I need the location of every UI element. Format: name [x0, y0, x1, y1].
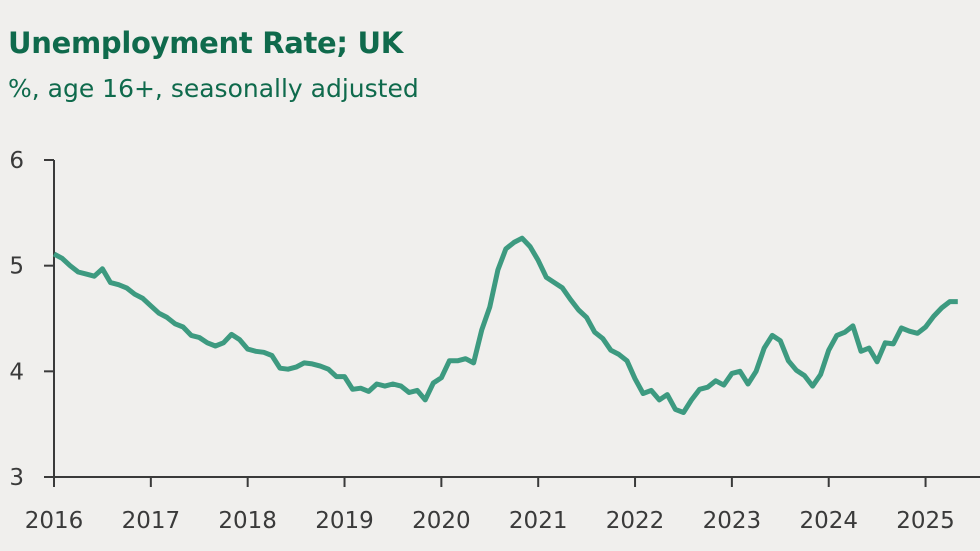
x-tick-label: 2022 [606, 508, 665, 534]
x-tick-label: 2016 [25, 508, 84, 534]
chart-subtitle: %, age 16+, seasonally adjusted [8, 74, 419, 103]
x-tick-label: 2017 [122, 508, 181, 534]
x-tick-label: 2018 [218, 508, 277, 534]
y-tick-label: 6 [9, 148, 24, 174]
x-tick-label: 2020 [412, 508, 471, 534]
x-tick-label: 2025 [896, 508, 955, 534]
x-tick-label: 2024 [799, 508, 858, 534]
y-tick-label: 4 [9, 359, 24, 385]
chart-title: Unemployment Rate; UK [8, 26, 403, 60]
y-tick-label: 3 [9, 465, 24, 491]
x-tick-label: 2021 [509, 508, 568, 534]
y-tick-label: 5 [9, 254, 24, 280]
x-tick-label: 2019 [315, 508, 374, 534]
x-tick-label: 2023 [703, 508, 762, 534]
series-line-0 [52, 235, 958, 415]
